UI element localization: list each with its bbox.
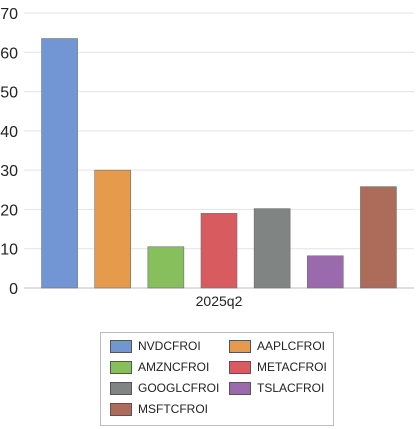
bar-tslacfroi xyxy=(306,255,344,289)
legend-swatch xyxy=(229,339,251,353)
y-tick-label: 50 xyxy=(0,85,18,102)
legend-swatch xyxy=(229,360,251,374)
legend-label: GOOGLCFROI xyxy=(138,381,220,395)
bar-msftcfroi xyxy=(360,186,397,289)
y-tick-label: 10 xyxy=(0,242,18,259)
y-axis-tick-labels: 0 10 20 30 40 50 60 70 xyxy=(0,6,18,298)
legend-swatch xyxy=(110,339,132,353)
bars xyxy=(41,38,397,289)
grid-lines xyxy=(24,12,414,289)
legend-item-amzncfroi: AMZNCFROI xyxy=(110,359,209,375)
bar-nvdcfroi xyxy=(41,38,78,289)
legend-item-nvdcfroi: NVDCFROI xyxy=(110,338,201,354)
y-tick-label: 0 xyxy=(9,281,18,298)
bar-chart: 0 10 20 30 40 50 60 70 2025q2 xyxy=(0,6,414,309)
bar-aaplcfroi xyxy=(94,169,132,289)
legend-label: AAPLCFROI xyxy=(257,339,326,353)
legend-item-metacfroi: METACFROI xyxy=(229,359,327,375)
legend-label: NVDCFROI xyxy=(138,339,201,353)
legend-label: METACFROI xyxy=(257,360,327,374)
bar-amzncfroi xyxy=(147,246,185,289)
legend-item-tslacfroi: TSLACFROI xyxy=(229,380,324,396)
bar-googlcfroi xyxy=(253,208,291,289)
legend-swatch xyxy=(110,360,132,374)
x-tick-label: 2025q2 xyxy=(196,293,243,309)
y-tick-label: 60 xyxy=(0,45,18,62)
legend-item-googlcfroi: GOOGLCFROI xyxy=(110,380,219,396)
y-tick-label: 70 xyxy=(0,6,18,23)
legend-label: MSFTCFROI xyxy=(138,402,208,416)
legend-swatch xyxy=(110,402,132,416)
legend: NVDCFROI AAPLCFROI AMZNCFROI METACFROI GOOGL… xyxy=(100,332,334,426)
y-tick-label: 20 xyxy=(0,202,18,219)
y-tick-label: 30 xyxy=(0,163,18,180)
bar-metacfroi xyxy=(200,213,238,289)
x-axis-tick-labels: 2025q2 xyxy=(196,293,243,309)
y-tick-label: 40 xyxy=(0,124,18,141)
legend-label: TSLACFROI xyxy=(257,381,325,395)
legend-swatch xyxy=(229,381,251,395)
legend-label: AMZNCFROI xyxy=(138,360,210,374)
legend-item-aaplcfroi: AAPLCFROI xyxy=(229,338,325,354)
legend-swatch xyxy=(110,381,132,395)
legend-item-msftcfroi: MSFTCFROI xyxy=(110,401,208,417)
